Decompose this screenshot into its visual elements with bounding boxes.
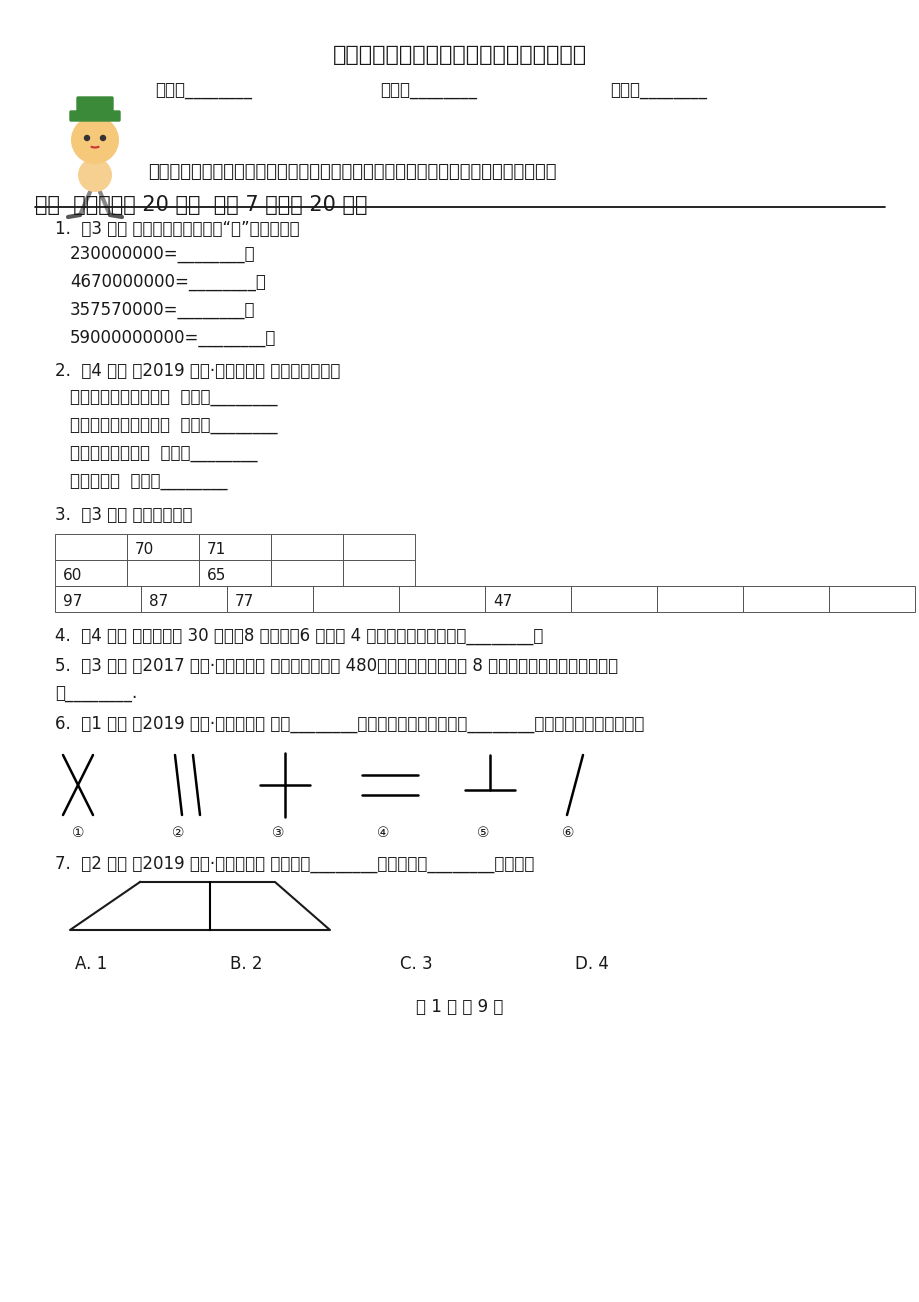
Text: 一、  填一填（共 20 分）  （共 7 题；共 20 分）: 一、 填一填（共 20 分） （共 7 题；共 20 分） [35, 195, 367, 215]
Text: B. 2: B. 2 [230, 954, 262, 973]
Circle shape [100, 135, 106, 141]
Bar [271, 534, 343, 560]
Bar [127, 534, 199, 560]
Bar [656, 586, 743, 612]
Text: 357570000=________亿: 357570000=________亿 [70, 301, 255, 319]
Text: 是________.: 是________. [55, 685, 137, 703]
Bar [127, 560, 199, 586]
Circle shape [85, 135, 89, 141]
Text: 65: 65 [207, 568, 226, 583]
Text: C. 3: C. 3 [400, 954, 432, 973]
Text: 2.  （4 分） （2019 四下·鹿邑月考） 写出下列各数。: 2. （4 分） （2019 四下·鹿邑月考） 写出下列各数。 [55, 362, 340, 380]
Text: ⑤: ⑤ [476, 825, 489, 840]
Text: 77: 77 [234, 594, 254, 609]
Text: D. 4: D. 4 [574, 954, 608, 973]
Text: ⑥: ⑥ [562, 825, 573, 840]
Text: 5.  （3 分） （2017 四上·临川期末） 两个因数的积是 480，如果一个因数缩小 8 倍，另一个因数不变，那么积: 5. （3 分） （2017 四上·临川期末） 两个因数的积是 480，如果一个… [55, 658, 618, 674]
Text: 班级：________: 班级：________ [380, 82, 476, 100]
Text: 87: 87 [149, 594, 168, 609]
Text: 60: 60 [62, 568, 83, 583]
Bar [343, 560, 414, 586]
Text: 3.  （3 分） 按规律填数。: 3. （3 分） 按规律填数。 [55, 506, 192, 523]
Bar [141, 586, 227, 612]
Bar [312, 586, 399, 612]
Text: ④: ④ [377, 825, 389, 840]
Text: 4670000000=________亿: 4670000000=________亿 [70, 273, 266, 292]
Bar [55, 534, 127, 560]
Text: 第 1 页 共 9 页: 第 1 页 共 9 页 [416, 999, 503, 1016]
Text: 97: 97 [62, 594, 83, 609]
Bar [55, 586, 141, 612]
Text: 四百七十九万一千  写作：________: 四百七十九万一千 写作：________ [70, 445, 257, 464]
Text: A. 1: A. 1 [75, 954, 108, 973]
FancyBboxPatch shape [70, 111, 119, 121]
Bar [484, 586, 571, 612]
Text: 47: 47 [493, 594, 512, 609]
Circle shape [71, 116, 119, 164]
Text: 1.  （3 分） 把下面各数改写成用“亿”作单位的数: 1. （3 分） 把下面各数改写成用“亿”作单位的数 [55, 220, 300, 238]
Text: 230000000=________亿: 230000000=________亿 [70, 245, 255, 263]
Text: 成绩：________: 成绩：________ [609, 82, 706, 100]
FancyBboxPatch shape [77, 98, 113, 113]
Text: ③: ③ [271, 825, 284, 840]
Text: 五千零七万  写作：________: 五千零七万 写作：________ [70, 473, 227, 491]
Text: 7.  （2 分） （2019 四上·武城期末） 下图中有________组平行线，________组垂线。: 7. （2 分） （2019 四上·武城期末） 下图中有________组平行线… [55, 855, 534, 874]
Bar [199, 534, 271, 560]
Ellipse shape [78, 158, 112, 191]
Text: 59000000000=________亿: 59000000000=________亿 [70, 329, 276, 348]
Text: 6.  （1 分） （2019 四上·宁津期中） 下面________组的两条直线互相平行，________组的两条直线互相垂直。: 6. （1 分） （2019 四上·宁津期中） 下面________组的两条直线… [55, 715, 643, 733]
Text: 71: 71 [207, 542, 226, 557]
Text: 4.  （4 分） 一个数是由 30 个亿，8 个千万，6 个万和 4 个百组成的，这个数是________。: 4. （4 分） 一个数是由 30 个亿，8 个千万，6 个万和 4 个百组成的… [55, 628, 543, 644]
Text: 三百七十八万六千零八  写作：________: 三百七十八万六千零八 写作：________ [70, 389, 278, 408]
Text: 姓名：________: 姓名：________ [154, 82, 252, 100]
Text: 小朋友，带上你一段时间的学习成果，一起来做个自我检测吧，相信你一定是最棒的！: 小朋友，带上你一段时间的学习成果，一起来做个自我检测吧，相信你一定是最棒的！ [148, 163, 556, 181]
Text: ②: ② [172, 825, 184, 840]
Text: 70: 70 [135, 542, 154, 557]
Text: 萍乡市芦溪县数学四年级上册数学期中试卷: 萍乡市芦溪县数学四年级上册数学期中试卷 [333, 46, 586, 65]
Bar [743, 586, 828, 612]
Text: ①: ① [72, 825, 85, 840]
Bar [571, 586, 656, 612]
Bar [271, 560, 343, 586]
Text: 九亿零二十万七千三百  写作：________: 九亿零二十万七千三百 写作：________ [70, 417, 278, 435]
Bar [227, 586, 312, 612]
Bar [399, 586, 484, 612]
Bar [199, 560, 271, 586]
Bar [55, 560, 127, 586]
Bar [343, 534, 414, 560]
Bar [828, 586, 914, 612]
